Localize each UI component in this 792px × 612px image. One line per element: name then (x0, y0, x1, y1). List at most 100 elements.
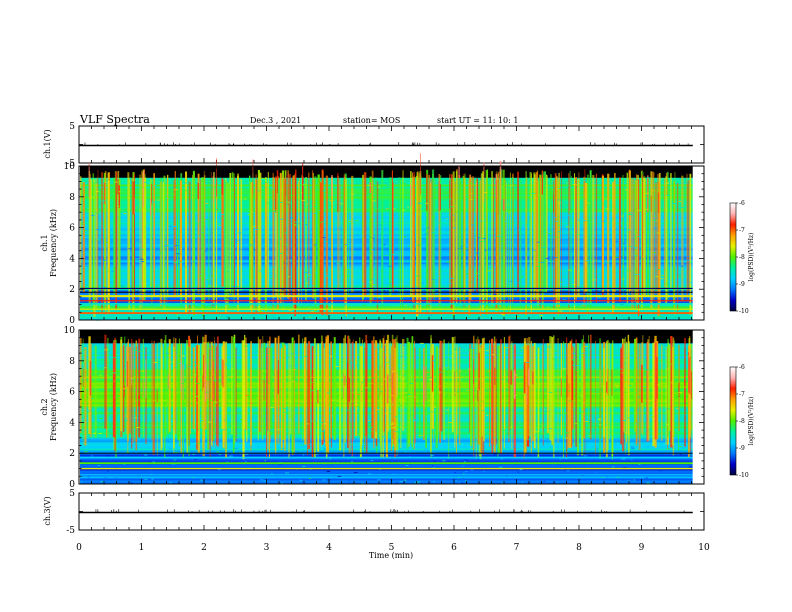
sferic-burst (252, 173, 254, 289)
spectrogram-speckle (352, 391, 355, 393)
spectrogram-speckle (565, 226, 570, 228)
sferic-burst (655, 182, 657, 294)
sferic-burst (89, 173, 91, 307)
spectrogram-speckle (166, 460, 169, 462)
spectrogram-band (80, 240, 693, 243)
sferic-burst (306, 344, 309, 456)
spectrogram-speckle (381, 436, 385, 438)
spectrogram-speckle (143, 343, 147, 345)
spectrogram-speckle (505, 475, 508, 477)
sferic-burst (631, 178, 633, 310)
sferic-peak (410, 184, 412, 207)
spectrogram-speckle (559, 458, 562, 460)
spectrogram-speckle (357, 394, 360, 396)
spectrogram-speckle (458, 359, 462, 361)
spectrogram-speckle (506, 204, 510, 206)
spectrogram-speckle (237, 385, 239, 386)
spectrogram-speckle (457, 391, 459, 393)
spectrogram-speckle (519, 469, 523, 471)
sferic-burst (635, 337, 638, 444)
spectrogram-speckle (368, 192, 372, 194)
spectrogram-speckle (265, 202, 270, 204)
spectrogram-speckle (289, 365, 292, 367)
sferic-burst (408, 342, 411, 447)
header-start-time: start UT = 11: 10: 1 (437, 116, 518, 125)
spectrogram-speckle (187, 398, 190, 399)
sferic-burst (131, 178, 133, 304)
sferic-burst (128, 346, 131, 434)
spectrogram-speckle (180, 262, 184, 264)
spectrogram-speckle (554, 220, 559, 222)
sferic-burst (164, 335, 167, 437)
sferic-burst (115, 339, 117, 459)
spectrogram-speckle (420, 263, 424, 265)
spectrogram-speckle (196, 223, 200, 225)
spectrogram-speckle (581, 411, 585, 413)
sferic-burst (298, 334, 300, 434)
spectrogram-speckle (568, 237, 570, 239)
spectrogram-speckle (417, 202, 422, 204)
spectrogram-speckle (304, 186, 307, 188)
spectrogram-speckle (236, 205, 239, 207)
spectrogram-speckle (307, 274, 312, 276)
spectrogram-speckle (621, 372, 625, 374)
spectrogram-speckle (419, 342, 424, 344)
sferic-burst (429, 182, 432, 288)
spectrogram-speckle (279, 218, 284, 220)
spectrogram-speckle (647, 235, 649, 237)
colorbar-label: log(PSD)(V²/Hz) (748, 233, 755, 282)
spectrogram-speckle (488, 272, 492, 274)
spectrogram-band (80, 286, 693, 289)
spectrogram-speckle (479, 377, 482, 378)
spectrogram-speckle (272, 188, 275, 190)
sferic-peak (611, 369, 613, 396)
sferic-peak (214, 381, 215, 402)
spectrogram-band (80, 242, 693, 245)
spectrogram-band (80, 268, 693, 271)
spectrogram-speckle (592, 470, 595, 472)
sferic-burst (192, 170, 195, 316)
spectrogram-speckle (493, 294, 497, 295)
sferic-burst (650, 179, 652, 307)
spectrogram-speckle (124, 420, 128, 421)
spectrogram-speckle (594, 259, 597, 261)
spectrogram-speckle (256, 397, 260, 399)
sferic-burst (489, 177, 491, 315)
spectrogram-speckle (623, 362, 626, 364)
spectrogram-speckle (437, 275, 440, 277)
spectrogram-speckle (469, 256, 472, 258)
sferic-burst (344, 175, 346, 311)
sferic-burst (198, 344, 199, 432)
spectrogram-speckle (495, 310, 498, 311)
sferic-burst (221, 345, 224, 430)
spectrogram-speckle (386, 184, 390, 186)
sferic-burst (257, 169, 260, 312)
spectrogram-speckle (461, 254, 465, 256)
spectrogram-speckle (369, 281, 372, 283)
spectrogram-speckle (209, 221, 212, 222)
spectrogram-band (80, 226, 693, 229)
spectrogram-speckle (638, 404, 640, 406)
sferic-burst (523, 338, 527, 455)
spectrogram-speckle (519, 420, 521, 422)
spectrogram-speckle (565, 457, 568, 459)
narrowband-line (80, 457, 693, 459)
spectrogram-speckle (452, 214, 454, 216)
spectrogram-speckle (236, 242, 239, 244)
spectrogram-speckle (513, 374, 518, 376)
sferic-burst (256, 179, 258, 303)
sferic-burst (371, 170, 374, 301)
spectrogram-speckle (311, 285, 315, 287)
spectrogram-speckle (249, 304, 252, 306)
spectrogram-speckle (644, 208, 649, 210)
spectrogram-speckle (399, 404, 403, 406)
spectrogram-speckle (356, 353, 359, 355)
spectrogram-band (80, 296, 693, 299)
spectrogram-speckle (111, 357, 116, 359)
sferic-burst (561, 171, 563, 301)
spectrogram-speckle (109, 297, 111, 299)
spectrogram-speckle (508, 242, 513, 243)
ch3-voltage-ticks (78, 492, 705, 531)
spectrogram-speckle (585, 426, 588, 428)
sferic-peak (267, 351, 269, 391)
